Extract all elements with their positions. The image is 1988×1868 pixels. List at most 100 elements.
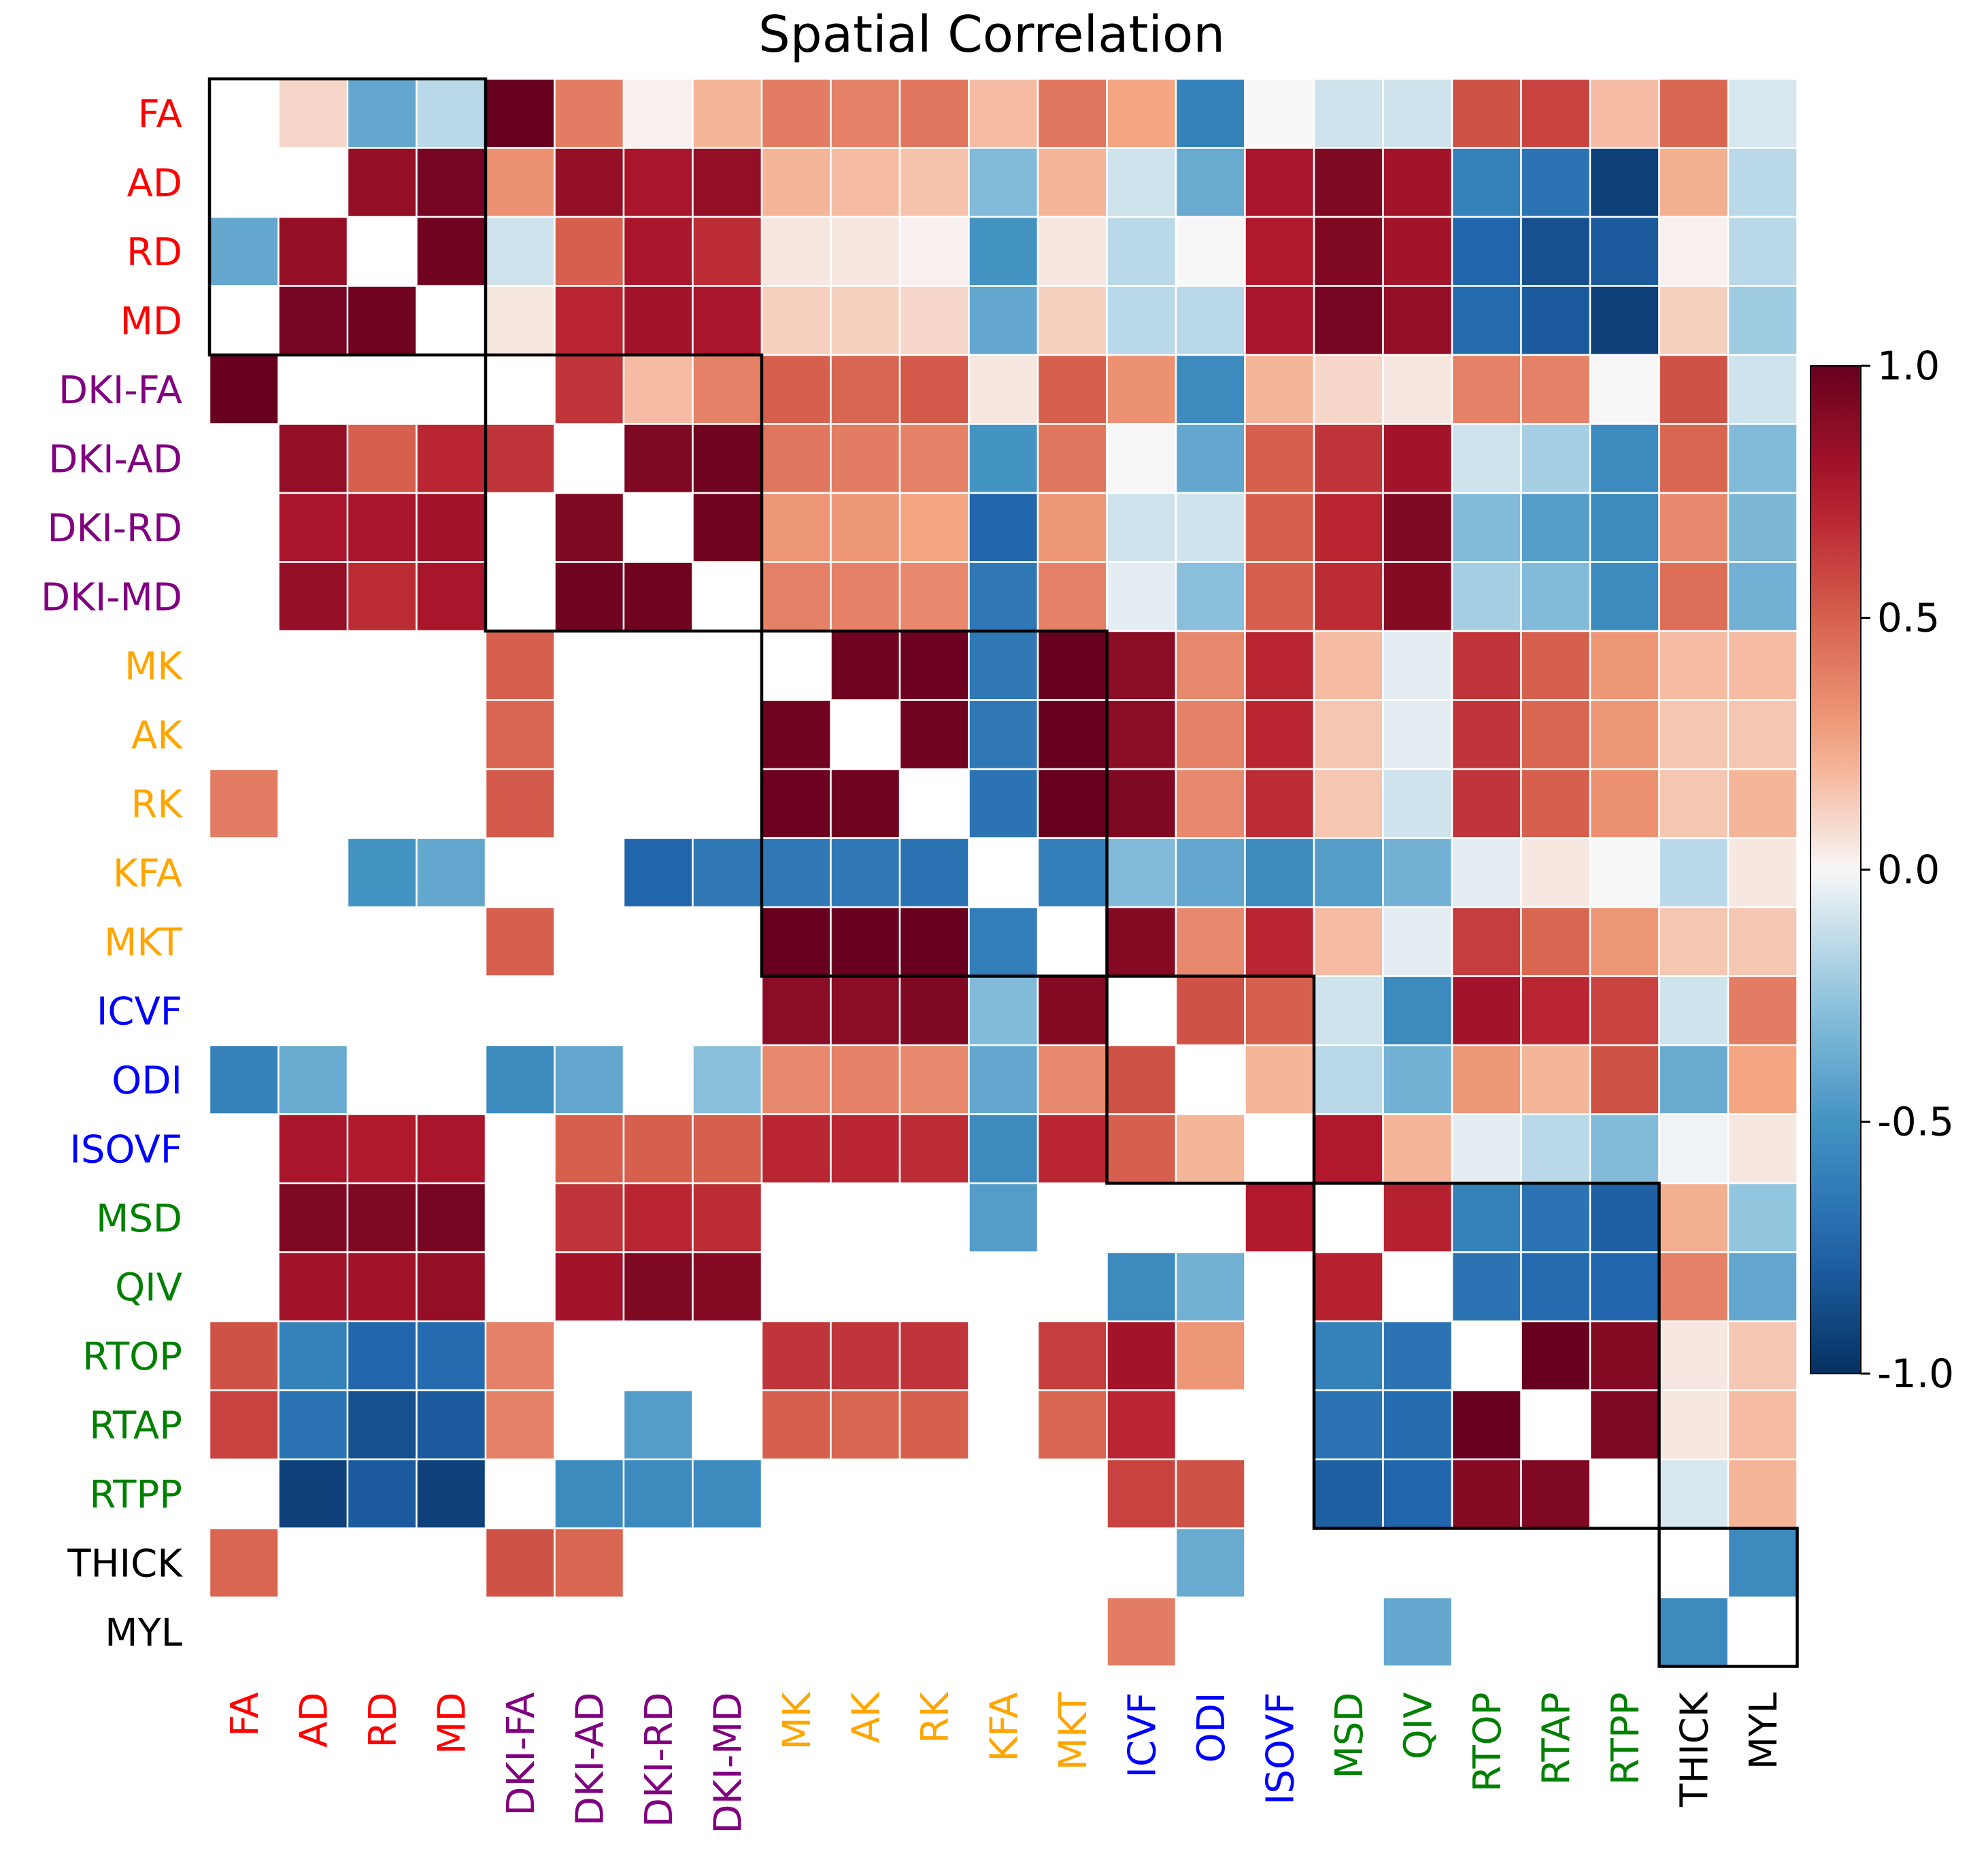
heatmap-cell-11-3 [416, 837, 487, 908]
heatmap-cell-3-22 [1727, 285, 1798, 356]
heatmap-cell-0-12 [1037, 78, 1108, 149]
column-label-rtop: RTOP [1466, 1693, 1510, 1793]
column-label-thick: THICK [1672, 1691, 1717, 1807]
heatmap-cell-10-4 [484, 768, 556, 839]
heatmap-cell-21-22 [1727, 1527, 1798, 1599]
heatmap-cell-14-8 [760, 1044, 832, 1115]
column-label-dki-fa: DKI-FA [499, 1693, 543, 1816]
heatmap-cell-18-8 [760, 1320, 832, 1391]
column-label-rtpp: RTPP [1604, 1693, 1648, 1786]
heatmap-cell-6-22 [1727, 492, 1798, 563]
heatmap-cell-4-17 [1382, 354, 1453, 425]
heatmap-cell-8-21 [1658, 630, 1730, 701]
heatmap-cell-6-7 [692, 492, 763, 563]
heatmap-cell-9-13 [1106, 699, 1177, 770]
heatmap-cell-10-15 [1244, 768, 1315, 839]
heatmap-cell-10-14 [1175, 768, 1246, 839]
heatmap-cell-19-3 [416, 1389, 487, 1461]
row-label-icvf: ICVF [97, 989, 182, 1034]
heatmap-cell-1-18 [1451, 147, 1522, 218]
heatmap-cell-2-13 [1106, 216, 1177, 287]
heatmap-cell-17-18 [1451, 1251, 1522, 1323]
heatmap-cell-18-10 [898, 1320, 970, 1391]
heatmap-cell-7-8 [760, 561, 832, 632]
heatmap-cell-13-12 [1037, 975, 1108, 1047]
heatmap-cell-9-14 [1175, 699, 1246, 770]
heatmap-cell-2-11 [968, 216, 1039, 287]
heatmap-cell-19-2 [346, 1389, 418, 1461]
heatmap-cell-18-14 [1175, 1320, 1246, 1391]
heatmap-cell-2-9 [830, 216, 901, 287]
heatmap-cell-17-6 [622, 1251, 694, 1323]
heatmap-cell-11-8 [760, 837, 832, 908]
heatmap-cell-18-20 [1589, 1320, 1660, 1391]
heatmap-cell-2-7 [692, 216, 763, 287]
colorbar-tick-label-1: 0.5 [1877, 595, 1940, 641]
heatmap-cell-1-14 [1175, 147, 1246, 218]
heatmap-cell-20-5 [554, 1458, 625, 1529]
heatmap-cell-20-6 [622, 1458, 694, 1529]
row-label-dki-rd: DKI-RD [47, 507, 182, 551]
heatmap-cell-2-5 [554, 216, 625, 287]
heatmap-cell-22-21 [1658, 1596, 1730, 1667]
heatmap-cell-3-12 [1037, 285, 1108, 356]
heatmap-cell-20-16 [1313, 1458, 1384, 1529]
heatmap-cell-15-18 [1451, 1113, 1522, 1185]
heatmap-cell-14-4 [484, 1044, 556, 1115]
row-label-myl: MYL [105, 1611, 182, 1655]
heatmap-cell-18-22 [1727, 1320, 1798, 1391]
heatmap-cell-4-12 [1037, 354, 1108, 425]
heatmap-cell-9-16 [1313, 699, 1384, 770]
heatmap-cell-19-1 [277, 1389, 349, 1461]
heatmap-cell-13-22 [1727, 975, 1798, 1047]
heatmap-cell-9-18 [1451, 699, 1522, 770]
heatmap-cell-6-16 [1313, 492, 1384, 563]
heatmap-cell-5-4 [484, 423, 556, 494]
column-label-isovf: ISOVF [1258, 1693, 1302, 1805]
heatmap-cell-18-2 [346, 1320, 418, 1391]
heatmap-cell-16-22 [1727, 1182, 1798, 1253]
heatmap-cell-9-8 [760, 699, 832, 770]
heatmap-cell-2-1 [277, 216, 349, 287]
heatmap-cell-15-10 [898, 1113, 970, 1185]
heatmap-cell-0-10 [898, 78, 970, 149]
heatmap-cell-7-17 [1382, 561, 1453, 632]
heatmap-cell-4-9 [830, 354, 901, 425]
heatmap-cell-9-10 [898, 699, 970, 770]
heatmap-cell-1-7 [692, 147, 763, 218]
heatmap-cell-4-22 [1727, 354, 1798, 425]
column-label-mk: MK [775, 1691, 820, 1750]
heatmap-cell-12-17 [1382, 906, 1453, 977]
heatmap-cell-13-15 [1244, 975, 1315, 1047]
heatmap-cell-14-22 [1727, 1044, 1798, 1115]
heatmap-cell-20-1 [277, 1458, 349, 1529]
heatmap-cell-1-10 [898, 147, 970, 218]
heatmap-cell-20-22 [1727, 1458, 1798, 1529]
heatmap-cell-15-8 [760, 1113, 832, 1185]
heatmap-cell-6-12 [1037, 492, 1108, 563]
row-label-isovf: ISOVF [69, 1127, 182, 1172]
heatmap-cell-15-6 [622, 1113, 694, 1185]
heatmap-cell-2-12 [1037, 216, 1108, 287]
heatmap-cell-8-15 [1244, 630, 1315, 701]
heatmap-cell-7-10 [898, 561, 970, 632]
heatmap-cell-7-5 [554, 561, 625, 632]
heatmap-cell-19-0 [208, 1389, 280, 1461]
heatmap-cell-12-10 [898, 906, 970, 977]
heatmap-cell-15-1 [277, 1113, 349, 1185]
heatmap-cell-6-18 [1451, 492, 1522, 563]
column-label-ak: AK [844, 1691, 888, 1743]
heatmap-cell-18-21 [1658, 1320, 1730, 1391]
heatmap-cell-15-12 [1037, 1113, 1108, 1185]
heatmap-cell-10-19 [1520, 768, 1591, 839]
heatmap-cell-0-1 [277, 78, 349, 149]
heatmap-cell-7-15 [1244, 561, 1315, 632]
heatmap-cell-4-14 [1175, 354, 1246, 425]
heatmap-cell-12-18 [1451, 906, 1522, 977]
row-label-dki-fa: DKI-FA [58, 369, 182, 413]
row-label-rtpp: RTPP [89, 1473, 182, 1517]
heatmap-cell-17-13 [1106, 1251, 1177, 1323]
heatmap-cell-1-9 [830, 147, 901, 218]
heatmap-cell-16-20 [1589, 1182, 1660, 1253]
